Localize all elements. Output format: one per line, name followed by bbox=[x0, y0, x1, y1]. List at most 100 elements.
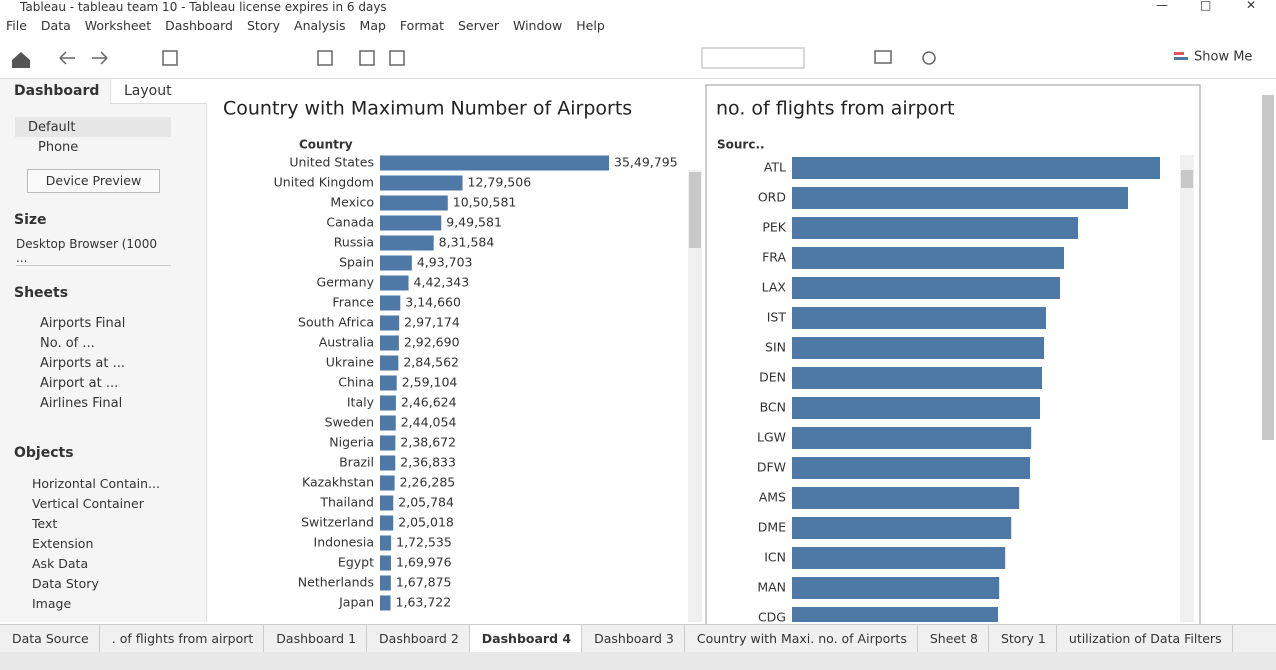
sheet-tab[interactable]: utilization of Data Filters bbox=[1057, 625, 1233, 653]
object-item[interactable]: Data Story bbox=[32, 576, 99, 591]
share-icon[interactable] bbox=[922, 51, 936, 65]
close[interactable]: ✕ bbox=[1246, 0, 1257, 12]
category-label: Italy bbox=[347, 395, 375, 410]
value-label: 1,63,722 bbox=[396, 595, 452, 610]
bar bbox=[380, 235, 434, 251]
layout-tab-bg[interactable]: Layout bbox=[110, 79, 207, 104]
menu-item[interactable]: Help bbox=[576, 18, 605, 33]
sheet-tab[interactable]: Dashboard 1 bbox=[264, 625, 368, 653]
sheet-item[interactable]: Airports at ... bbox=[40, 356, 125, 371]
value-label: 2,38,672 bbox=[400, 435, 456, 450]
save-icon[interactable] bbox=[162, 50, 178, 66]
category-label: DFW bbox=[757, 460, 786, 475]
sheet-tab[interactable]: Dashboard 3 bbox=[582, 625, 685, 653]
object-item[interactable]: Horizontal Contain... bbox=[32, 476, 160, 491]
bar bbox=[792, 157, 1160, 179]
value-label: 1,72,535 bbox=[396, 535, 452, 550]
device[interactable]: Phone bbox=[38, 140, 79, 155]
bar bbox=[380, 535, 392, 551]
bar bbox=[792, 277, 1060, 299]
dup-sheet-icon[interactable] bbox=[359, 50, 375, 66]
bar bbox=[792, 517, 1012, 539]
axis-label: Country bbox=[299, 138, 353, 152]
category-label: China bbox=[338, 375, 374, 390]
sheet-tab[interactable]: Country with Maxi. no. of Airports bbox=[685, 625, 918, 653]
show-me[interactable]: Show Me bbox=[1194, 50, 1252, 65]
sheet-tab[interactable]: Story 1 bbox=[989, 625, 1057, 653]
object-item[interactable]: Extension bbox=[32, 536, 94, 551]
device[interactable]: Default bbox=[28, 120, 76, 135]
scrollbar[interactable] bbox=[688, 170, 702, 622]
menu-item[interactable]: Data bbox=[40, 18, 71, 33]
size-dropdown[interactable]: Desktop Browser (1000 ... bbox=[16, 237, 171, 266]
bar bbox=[792, 547, 1006, 569]
menu-item[interactable]: Analysis bbox=[294, 18, 346, 33]
bar bbox=[380, 375, 397, 391]
object-item[interactable]: Image bbox=[32, 596, 72, 611]
show-me-icon-bar[interactable] bbox=[1174, 57, 1188, 60]
object-item[interactable]: Vertical Container bbox=[32, 496, 144, 511]
forward-icon[interactable] bbox=[92, 51, 108, 65]
value-label: 2,97,174 bbox=[404, 315, 460, 330]
value-label: 9,49,581 bbox=[446, 215, 502, 230]
bar bbox=[380, 255, 412, 271]
sheet-tab[interactable]: Data Source bbox=[0, 625, 100, 653]
sheet-tab[interactable]: Dashboard 4 bbox=[469, 625, 583, 653]
value-label: 2,36,833 bbox=[400, 455, 456, 470]
sheet-item[interactable]: Airport at ... bbox=[40, 376, 119, 391]
value-label: 4,93,703 bbox=[417, 255, 473, 270]
presentation-icon[interactable] bbox=[874, 50, 892, 64]
category-label: Spain bbox=[339, 255, 374, 270]
category-label: Russia bbox=[334, 235, 374, 250]
show-me-icon[interactable] bbox=[1174, 52, 1184, 55]
menu-item[interactable]: Story bbox=[246, 18, 281, 33]
menu-item[interactable]: Server bbox=[457, 18, 499, 33]
toolbar-icons: Show Me bbox=[12, 47, 1252, 69]
sheet-tabs: Data Source. of flights from airport Dash… bbox=[0, 624, 1276, 653]
sheet-tab[interactable]: Sheet 8 bbox=[918, 625, 989, 653]
scroll-thumb[interactable] bbox=[1181, 170, 1193, 188]
object-item[interactable]: Ask Data bbox=[32, 556, 89, 571]
menu-item[interactable]: Dashboard bbox=[165, 18, 233, 33]
category-label: ORD bbox=[758, 190, 786, 205]
category-label: Australia bbox=[319, 335, 374, 350]
sheet-item[interactable]: Airports Final bbox=[40, 316, 126, 331]
clear-sheet-icon[interactable] bbox=[389, 50, 405, 66]
fit-dropdown[interactable] bbox=[701, 47, 805, 69]
category-label: Thailand bbox=[319, 495, 374, 510]
scroll-thumb[interactable] bbox=[689, 172, 701, 248]
device-preview-button[interactable]: Device Preview bbox=[27, 169, 160, 193]
menu-item[interactable]: Map bbox=[359, 18, 386, 33]
menu-item[interactable]: File bbox=[6, 18, 27, 33]
maximize[interactable]: □ bbox=[1200, 0, 1212, 12]
value-label: 10,50,581 bbox=[453, 195, 517, 210]
scrollbar[interactable] bbox=[1180, 155, 1194, 622]
object-item[interactable]: Text bbox=[32, 516, 58, 531]
panel-tab[interactable]: Layout bbox=[124, 83, 172, 99]
back-icon[interactable] bbox=[59, 51, 75, 65]
category-label: SIN bbox=[765, 340, 786, 355]
sheet-tab[interactable]: . of flights from airport bbox=[100, 625, 265, 653]
chart-title: no. of flights from airport bbox=[716, 98, 954, 120]
home-icon[interactable] bbox=[12, 52, 30, 68]
sheet-tab[interactable]: Dashboard 2 bbox=[367, 625, 470, 653]
value-label: 35,49,795 bbox=[614, 155, 678, 170]
category-label: South Africa bbox=[298, 315, 374, 330]
menu-item[interactable]: Format bbox=[399, 18, 444, 33]
menu-item[interactable]: Worksheet bbox=[84, 18, 152, 33]
category-label: France bbox=[332, 295, 374, 310]
category-label: Mexico bbox=[330, 195, 374, 210]
panel-tab[interactable]: Dashboard bbox=[14, 83, 100, 99]
new-sheet-icon[interactable] bbox=[317, 50, 333, 66]
minimize[interactable]: — bbox=[1156, 0, 1168, 12]
bar bbox=[380, 215, 442, 231]
value-label: 2,26,285 bbox=[400, 475, 456, 490]
menu-item[interactable]: Window bbox=[512, 18, 563, 33]
page-scroll-thumb[interactable] bbox=[1262, 95, 1274, 440]
device-selected bbox=[15, 117, 171, 137]
bar bbox=[792, 307, 1046, 329]
sheet-item[interactable]: No. of ... bbox=[40, 336, 95, 351]
sheet-item[interactable]: Airlines Final bbox=[40, 396, 123, 411]
bar bbox=[380, 435, 396, 451]
